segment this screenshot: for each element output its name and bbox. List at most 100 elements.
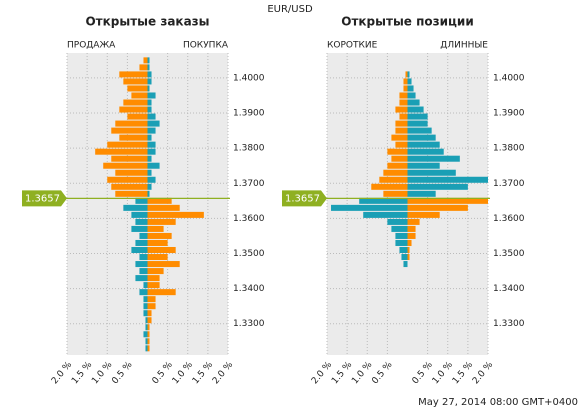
y-tick-label: 1.3700 bbox=[493, 179, 525, 189]
bar bbox=[391, 134, 408, 141]
price-label: 1.3657 bbox=[285, 193, 320, 204]
bar bbox=[407, 183, 468, 190]
y-tick-label: 1.3900 bbox=[233, 109, 265, 119]
x-tick-label: 1.0 % bbox=[90, 360, 114, 386]
x-tick-label: 1.5 % bbox=[70, 360, 94, 386]
bar bbox=[407, 254, 410, 261]
bar bbox=[145, 324, 148, 331]
bar bbox=[147, 162, 160, 169]
bar bbox=[147, 155, 152, 162]
bar bbox=[399, 113, 408, 120]
bar bbox=[147, 225, 164, 232]
x-tick-label: 2.0 % bbox=[310, 360, 334, 386]
x-tick-label: 1.0 % bbox=[431, 360, 455, 386]
bar bbox=[147, 85, 150, 92]
bar bbox=[147, 64, 150, 71]
bar bbox=[103, 162, 148, 169]
bar bbox=[395, 120, 408, 127]
bar bbox=[115, 120, 148, 127]
bar bbox=[147, 254, 168, 261]
bar bbox=[395, 232, 408, 239]
bar bbox=[143, 296, 148, 303]
side-label: ПОКУПКА bbox=[183, 41, 229, 51]
bar bbox=[407, 148, 444, 155]
bar bbox=[111, 127, 148, 134]
bar bbox=[147, 296, 156, 303]
bar bbox=[359, 197, 408, 204]
bar bbox=[147, 197, 172, 204]
bar bbox=[107, 141, 148, 148]
bar bbox=[115, 190, 148, 197]
bar bbox=[119, 71, 148, 78]
bar bbox=[139, 232, 148, 239]
price-marker bbox=[282, 190, 327, 207]
bar bbox=[147, 57, 150, 64]
bar bbox=[111, 155, 148, 162]
y-tick-label: 1.4000 bbox=[493, 73, 525, 83]
bar bbox=[407, 225, 416, 232]
bar bbox=[147, 211, 204, 218]
x-tick-label: 0.5 % bbox=[411, 360, 435, 386]
bar bbox=[395, 106, 408, 113]
bar bbox=[147, 190, 150, 197]
bar bbox=[407, 120, 428, 127]
x-tick-label: 2.0 % bbox=[471, 360, 495, 386]
x-tick-label: 0.5 % bbox=[370, 360, 394, 386]
bar bbox=[147, 183, 152, 190]
y-tick-label: 1.3400 bbox=[233, 284, 265, 294]
bar bbox=[395, 127, 408, 134]
bar bbox=[127, 113, 148, 120]
bar bbox=[139, 64, 148, 71]
bar bbox=[139, 254, 148, 261]
y-tick-label: 1.3600 bbox=[233, 214, 265, 224]
bar bbox=[407, 134, 436, 141]
bar bbox=[135, 218, 148, 225]
bar bbox=[405, 71, 408, 78]
y-tick-label: 1.3300 bbox=[233, 319, 265, 329]
side-label: ДЛИННЫЕ bbox=[440, 41, 488, 51]
bar bbox=[135, 197, 148, 204]
bar bbox=[407, 197, 488, 204]
bar bbox=[147, 92, 156, 99]
bar bbox=[135, 239, 148, 246]
y-tick-label: 1.3400 bbox=[493, 284, 525, 294]
bar bbox=[143, 57, 148, 64]
panel-title: Открытые заказы bbox=[85, 15, 209, 29]
bar bbox=[403, 85, 408, 92]
bar bbox=[387, 162, 408, 169]
bar bbox=[395, 141, 408, 148]
bar bbox=[143, 282, 148, 289]
bar bbox=[407, 232, 416, 239]
bar bbox=[147, 275, 160, 282]
bar bbox=[123, 99, 148, 106]
bar bbox=[407, 85, 414, 92]
bar bbox=[147, 303, 156, 310]
bar bbox=[401, 254, 408, 261]
bar bbox=[127, 85, 148, 92]
x-tick-label: 2.0 % bbox=[211, 360, 235, 386]
y-tick-label: 1.3900 bbox=[493, 109, 525, 119]
bar bbox=[147, 282, 160, 289]
bar bbox=[403, 78, 408, 85]
y-tick-label: 1.3700 bbox=[233, 179, 265, 189]
bar bbox=[407, 78, 412, 85]
x-tick-label: 1.0 % bbox=[171, 360, 195, 386]
x-tick-label: 0.5 % bbox=[151, 360, 175, 386]
bar bbox=[115, 169, 148, 176]
bar bbox=[147, 71, 152, 78]
bar bbox=[407, 106, 424, 113]
bar bbox=[391, 155, 408, 162]
side-label: ПРОДАЖА bbox=[67, 41, 116, 51]
bar bbox=[147, 120, 160, 127]
side-label: КОРОТКИЕ bbox=[327, 41, 378, 51]
bar bbox=[387, 218, 408, 225]
bar bbox=[147, 289, 176, 296]
bar bbox=[119, 134, 148, 141]
bar bbox=[135, 275, 148, 282]
bar bbox=[363, 211, 408, 218]
bar bbox=[371, 183, 408, 190]
bar bbox=[147, 99, 152, 106]
bar bbox=[147, 324, 150, 331]
bar bbox=[407, 127, 432, 134]
